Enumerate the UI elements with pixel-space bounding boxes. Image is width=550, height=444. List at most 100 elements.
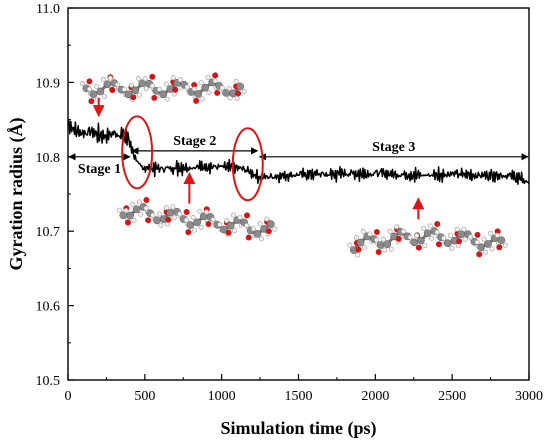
hydrogen-atom — [191, 227, 197, 233]
y-ticks: 10.5 10.6 10.7 10.8 10.9 11.0 — [36, 2, 74, 389]
oxygen-atom — [244, 212, 251, 219]
hydrogen-atom — [468, 234, 474, 240]
oxygen-atom — [355, 246, 362, 253]
oxygen-atom — [415, 244, 422, 251]
carbon-atom — [152, 216, 161, 225]
carbon-atom — [186, 221, 195, 229]
oxygen-atom — [183, 209, 190, 216]
hydrogen-atom — [177, 211, 183, 217]
hydrogen-atom — [170, 75, 176, 81]
oxygen-atom — [265, 228, 272, 235]
hydrogen-atom — [177, 77, 183, 83]
hydrogen-atom — [264, 216, 270, 222]
hydrogen-atom — [198, 80, 204, 86]
series-line-0 — [67, 119, 530, 185]
x-tick-label: 1000 — [208, 389, 236, 404]
carbon-atom — [124, 90, 133, 99]
oxygen-atom — [456, 238, 463, 245]
oxygen-atom — [88, 98, 95, 105]
stage-label: Stage 3 — [372, 140, 415, 155]
oxygen-atom — [185, 229, 192, 236]
hydrogen-atom — [422, 243, 428, 249]
hydrogen-atom — [421, 225, 427, 231]
oxygen-atom — [375, 249, 382, 256]
carbon-atom — [376, 241, 385, 249]
hydrogen-atom — [149, 83, 155, 89]
hydrogen-atom — [171, 215, 177, 221]
stage-annotations: Stage 1 Stage 2 Stage 3 — [68, 98, 529, 220]
hydrogen-atom — [454, 226, 460, 232]
hydrogen-atom — [224, 218, 230, 224]
hydrogen-atom — [257, 221, 263, 227]
carbon-atom — [266, 220, 275, 228]
carbon-atom — [126, 211, 134, 220]
hydrogen-atom — [199, 96, 205, 102]
hydrogen-atom — [164, 96, 170, 102]
oxygen-atom — [212, 72, 219, 79]
oxygen-atom — [395, 235, 402, 242]
hydrogen-atom — [150, 212, 156, 218]
hydrogen-atom — [226, 85, 232, 91]
x-ticks: 0 500 1000 1500 2000 2500 3000 — [65, 374, 543, 404]
y-tick-label: 11.0 — [36, 2, 60, 17]
carbon-atom — [253, 230, 262, 238]
oxygen-atom — [205, 220, 212, 227]
plot-frame — [67, 7, 530, 381]
hydrogen-atom — [429, 235, 435, 241]
carbon-atom — [497, 236, 506, 245]
carbon-atom — [220, 225, 228, 234]
hydrogen-atom — [143, 205, 149, 211]
carbon-atom — [443, 239, 452, 248]
hydrogen-atom — [241, 88, 247, 94]
stage-label: Stage 2 — [173, 134, 216, 149]
hydrogen-atom — [394, 224, 400, 230]
hydrogen-atom — [455, 243, 461, 249]
hydrogen-atom — [382, 247, 388, 253]
hydrogen-atom — [163, 205, 169, 211]
carbon-atom — [236, 82, 244, 91]
hydrogen-atom — [489, 246, 495, 252]
hydrogen-atom — [449, 245, 455, 251]
oxygen-atom — [235, 90, 242, 97]
hydrogen-atom — [130, 201, 136, 207]
hydrogen-atom — [156, 86, 162, 92]
hydrogen-atom — [157, 211, 163, 217]
hydrogen-atom — [101, 93, 107, 99]
hydrogen-atom — [170, 204, 176, 210]
hydrogen-atom — [250, 226, 256, 232]
hydrogen-atom — [380, 236, 386, 242]
hydrogen-atom — [407, 234, 413, 240]
molecule-rendering — [116, 196, 278, 242]
highlight-ellipse — [231, 127, 264, 202]
y-tick-label: 10.9 — [36, 76, 61, 91]
hydrogen-atom — [100, 76, 106, 82]
hydrogen-atom — [388, 246, 394, 252]
hydrogen-atom — [79, 80, 85, 86]
carbon-atom — [417, 236, 425, 245]
oxygen-atom — [435, 241, 442, 248]
hydrogen-atom — [121, 86, 127, 92]
hydrogen-atom — [360, 228, 366, 234]
x-tick-label: 500 — [134, 389, 155, 404]
oxygen-atom — [474, 231, 481, 238]
hydrogen-atom — [354, 235, 360, 241]
carbon-atom — [166, 208, 175, 217]
hydrogen-atom — [230, 212, 236, 218]
carbon-atom — [193, 218, 201, 227]
hydrogen-atom — [163, 81, 169, 87]
oxygen-atom — [86, 78, 93, 85]
carbon-atom — [410, 238, 419, 247]
hydrogen-atom — [355, 252, 361, 258]
hydrogen-atom — [135, 75, 141, 81]
hydrogen-atom — [237, 214, 243, 220]
carbon-atom — [484, 240, 492, 248]
hydrogen-atom — [116, 207, 122, 213]
hydrogen-atom — [488, 230, 494, 236]
carbon-atom — [89, 90, 98, 98]
oxygen-atom — [434, 220, 441, 227]
hydrogen-atom — [461, 226, 467, 232]
hydrogen-atom — [184, 84, 190, 90]
y-tick-label: 10.7 — [36, 225, 61, 240]
carbon-atom — [356, 238, 365, 247]
